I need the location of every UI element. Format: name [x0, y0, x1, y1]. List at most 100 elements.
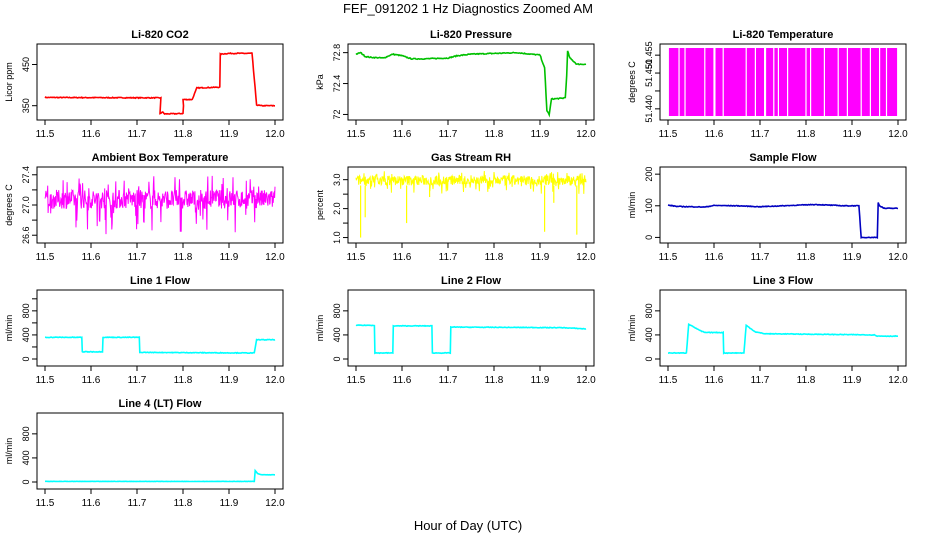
x-tick-label: 12.0 — [265, 498, 285, 509]
y-axis-label: kPa — [315, 74, 325, 90]
x-tick-label: 11.7 — [128, 375, 147, 386]
y-tick-label: 51.440 — [644, 95, 654, 123]
y-tick-label: 2.0 — [332, 202, 342, 215]
x-tick-label: 11.9 — [843, 129, 862, 140]
chart-title: Line 4 (LT) Flow — [119, 398, 202, 410]
plot-frame — [36, 289, 284, 367]
x-tick-label: 11.5 — [36, 129, 55, 140]
x-tick-label: 11.6 — [393, 375, 412, 386]
plot-frame — [347, 43, 595, 121]
x-tick-label: 11.9 — [531, 375, 550, 386]
x-tick-label: 11.5 — [347, 129, 366, 140]
y-tick-label: 0 — [332, 356, 342, 361]
y-axis-label: ml/min — [315, 315, 325, 342]
x-tick-label: 11.6 — [82, 252, 101, 263]
y-axis-label: degrees C — [4, 184, 14, 226]
plot-area — [355, 170, 587, 238]
y-tick-label: 400 — [332, 327, 342, 342]
x-tick-label: 11.5 — [659, 252, 678, 263]
y-tick-label: 51.455 — [644, 41, 654, 69]
x-tick-label: 11.5 — [347, 375, 366, 386]
x-tick-label: 11.5 — [659, 129, 678, 140]
chart-title: Li-820 Temperature — [733, 29, 834, 41]
chart-panel: Gas Stream RH 11.5 11.6 11.7 11.8 11.9 12.0 1.0… — [315, 152, 596, 263]
y-tick-label: 0 — [21, 356, 31, 361]
chart-title: Gas Stream RH — [431, 152, 511, 164]
y-tick-label: 0 — [21, 479, 31, 484]
x-tick-label: 11.6 — [393, 252, 412, 263]
x-tick-label: 12.0 — [265, 129, 285, 140]
y-axis-label: ml/min — [4, 438, 14, 465]
data-fill — [668, 48, 898, 116]
x-tick-label: 11.8 — [174, 252, 193, 263]
x-tick-label: 11.9 — [531, 129, 550, 140]
x-tick-label: 11.9 — [220, 129, 239, 140]
y-tick-label: 26.6 — [21, 226, 31, 244]
plot-frame — [659, 289, 907, 367]
y-tick-label: 27.4 — [21, 166, 31, 184]
x-tick-label: 11.7 — [128, 129, 147, 140]
data-series — [355, 170, 587, 194]
plot-frame — [659, 43, 907, 121]
x-tick-label: 11.8 — [485, 129, 504, 140]
plot-area — [44, 52, 275, 116]
x-tick-label: 11.6 — [705, 375, 724, 386]
y-tick-label: 400 — [644, 327, 654, 342]
plot-area — [45, 468, 275, 483]
x-tick-label: 12.0 — [265, 375, 285, 386]
y-tick-label: 800 — [21, 426, 31, 441]
data-series — [667, 202, 899, 239]
x-tick-label: 11.7 — [128, 498, 147, 509]
x-tick-label: 11.8 — [797, 129, 816, 140]
data-series — [355, 324, 587, 355]
x-tick-label: 12.0 — [576, 129, 596, 140]
chart-title: Line 3 Flow — [753, 275, 813, 287]
x-tick-label: 11.9 — [843, 252, 862, 263]
x-tick-label: 11.6 — [82, 375, 101, 386]
plot-area — [668, 46, 898, 118]
x-tick-label: 12.0 — [888, 252, 908, 263]
x-tick-label: 11.7 — [751, 129, 770, 140]
y-axis-label: ml/min — [627, 192, 637, 219]
y-tick-label: 400 — [21, 450, 31, 465]
x-tick-label: 11.5 — [36, 252, 55, 263]
y-tick-label: 72.4 — [332, 75, 342, 93]
x-tick-label: 11.8 — [485, 252, 504, 263]
data-series — [45, 468, 275, 483]
y-tick-label: 1.0 — [332, 231, 342, 244]
x-tick-label: 11.8 — [174, 375, 193, 386]
plot-frame — [36, 43, 284, 121]
chart-panel: Li-820 Temperature 11.5 11.6 11.7 11.8 11.9 12… — [627, 29, 908, 140]
data-series — [44, 175, 276, 235]
y-tick-label: 3.0 — [332, 173, 342, 186]
x-tick-label: 11.8 — [797, 252, 816, 263]
y-tick-label: 800 — [644, 303, 654, 318]
y-axis-label: ml/min — [4, 315, 14, 342]
plot-area — [44, 336, 276, 355]
figure-xlabel: Hour of Day (UTC) — [413, 518, 523, 533]
y-tick-label: 400 — [21, 327, 31, 342]
data-series — [44, 336, 276, 355]
x-tick-label: 11.7 — [439, 129, 458, 140]
chart-panel: Ambient Box Temperature 11.5 11.6 11.7 11.8 1… — [4, 152, 285, 263]
x-tick-label: 11.8 — [485, 375, 504, 386]
x-tick-label: 12.0 — [576, 375, 596, 386]
chart-title: Line 2 Flow — [441, 275, 501, 287]
y-tick-label: 27.0 — [21, 196, 31, 214]
x-tick-label: 12.0 — [888, 129, 908, 140]
plot-frame — [347, 289, 595, 367]
x-tick-label: 11.7 — [439, 252, 458, 263]
x-tick-label: 11.9 — [220, 498, 239, 509]
x-tick-label: 11.8 — [174, 129, 193, 140]
y-tick-label: 450 — [21, 57, 31, 72]
y-tick-label: 0 — [644, 356, 654, 361]
chart-title: Line 1 Flow — [130, 275, 190, 287]
chart-panel: Line 4 (LT) Flow 11.5 11.6 11.7 11.8 11.9 12.0… — [4, 398, 285, 509]
x-tick-label: 12.0 — [888, 375, 908, 386]
data-series — [668, 323, 898, 355]
data-series — [44, 52, 275, 116]
plot-area — [355, 50, 587, 118]
chart-panel: Line 1 Flow 11.5 11.6 11.7 11.8 11.9 12.0 0 400 8… — [4, 275, 285, 386]
x-tick-label: 11.9 — [220, 252, 239, 263]
